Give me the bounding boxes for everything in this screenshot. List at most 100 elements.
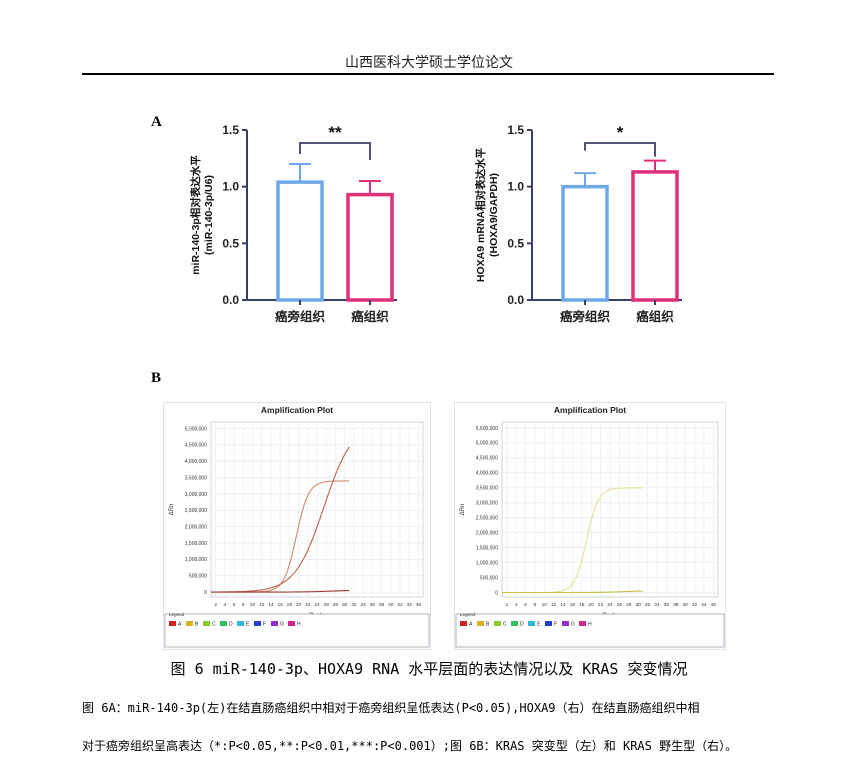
legend-label: C [212, 622, 216, 628]
x-tick-label: 12 [259, 602, 265, 608]
y-tick-label: 1.0 [222, 180, 239, 194]
x-tick-label: 22 [598, 602, 604, 608]
y-tick-label: 3,500,000 [185, 475, 207, 481]
legend-swatch-A [460, 621, 467, 626]
x-tick-label: 24 [607, 602, 613, 608]
legend-label: G [280, 622, 284, 628]
legend-label: B [486, 622, 490, 628]
x-tick-label: 22 [305, 602, 311, 608]
x-tick-label: 38 [673, 602, 679, 608]
y-tick-label: 1,000,000 [185, 557, 207, 563]
x-tick-label: 34 [360, 602, 366, 608]
y-axis-label: miR-140-3p相对表达水平 [189, 155, 202, 275]
legend-label: D [229, 622, 233, 628]
x-tick-label: 40 [388, 602, 394, 608]
y-axis-label: ΔRn [169, 504, 175, 516]
x-tick-label: 42 [397, 602, 403, 608]
x-tick-label: 2 [214, 602, 217, 608]
legend-label: H [588, 622, 592, 628]
legend-label: D [520, 622, 524, 628]
legend-label: F [263, 622, 266, 628]
legend-label: B [195, 622, 199, 628]
figure-caption-title: 图 6 miR-140-3p、HOXA9 RNA 水平层面的表达情况以及 KRA… [170, 660, 688, 678]
legend-swatch-B [186, 621, 193, 626]
category-label: 癌组织 [636, 309, 674, 324]
y-tick-label: 0.5 [222, 236, 239, 250]
x-tick-label: 2 [505, 602, 508, 608]
x-tick-label: 16 [570, 602, 576, 608]
y-tick-label: 2,000,000 [185, 524, 207, 530]
plot-title: Amplification Plot [554, 405, 626, 415]
y-tick-label: 0 [495, 590, 498, 596]
y-tick-label: 5,000,000 [476, 441, 498, 447]
x-tick-label: 38 [379, 602, 385, 608]
y-axis-sublabel: (HOXA9/GAPDH) [488, 173, 500, 257]
bar-chart-mir140: 0.0 0.5 1.0 1.5 miR-140-3p相对表达水平 (miR-140-3p/… [189, 123, 397, 324]
y-tick-label: 4,000,000 [476, 471, 498, 477]
y-tick-label: 4,000,000 [185, 459, 207, 465]
x-tick-label: 4 [515, 602, 518, 608]
legend-box [164, 613, 430, 648]
legend-swatch-F [254, 621, 261, 626]
amplification-curve-2 [211, 589, 350, 593]
y-tick-label: 500,000 [189, 574, 207, 580]
thesis-header: 山西医科大学硕士学位论文 [345, 55, 513, 71]
x-tick-label: 44 [407, 602, 413, 608]
x-tick-label: 20 [296, 602, 302, 608]
y-tick-label: 4,500,000 [476, 456, 498, 462]
y-tick-label: 2,500,000 [185, 508, 207, 514]
x-tick-label: 30 [342, 602, 348, 608]
x-tick-label: 36 [664, 602, 670, 608]
legend-swatch-D [511, 621, 518, 626]
bar-chart-hoxa9: 0.0 0.5 1.0 1.5 HOXA9 mRNA相对表达水平 (HOXA9/GAPDH… [474, 123, 682, 324]
y-axis-sublabel: (miR-140-3p/U6) [203, 175, 215, 255]
y-tick-label: 1.5 [507, 123, 524, 137]
category-label: 癌组织 [351, 309, 389, 324]
x-tick-label: 40 [682, 602, 688, 608]
x-tick-label: 36 [370, 602, 376, 608]
legend-swatch-C [203, 621, 210, 626]
y-tick-label: 1,000,000 [476, 560, 498, 566]
y-tick-label: 2,000,000 [476, 530, 498, 536]
significance-bracket [299, 142, 371, 160]
y-tick-label: 1,500,000 [185, 541, 207, 547]
legend-swatch-F [545, 621, 552, 626]
y-axis-label: ΔRn [460, 504, 466, 516]
x-tick-label: 10 [250, 602, 256, 608]
bar-1 [631, 170, 679, 302]
y-tick-label: 1.5 [222, 123, 239, 137]
legend-swatch-C [494, 621, 501, 626]
x-tick-label: 46 [416, 602, 422, 608]
legend-label: A [469, 622, 473, 628]
x-tick-label: 14 [560, 602, 566, 608]
legend-swatch-E [528, 621, 535, 626]
legend-box [455, 613, 725, 648]
category-label: 癌旁组织 [560, 309, 611, 324]
x-tick-label: 10 [542, 602, 548, 608]
x-tick-label: 44 [701, 602, 707, 608]
significance-marker: * [617, 123, 624, 142]
x-tick-label: 42 [692, 602, 698, 608]
y-tick-label: 5,000,000 [185, 426, 207, 432]
x-tick-label: 24 [314, 602, 320, 608]
x-tick-label: 6 [233, 602, 236, 608]
significance-marker: ** [328, 123, 342, 142]
x-tick-label: 8 [534, 602, 537, 608]
x-tick-label: 28 [333, 602, 339, 608]
x-tick-label: 14 [268, 602, 274, 608]
x-tick-label: 20 [589, 602, 595, 608]
x-tick-label: 32 [351, 602, 357, 608]
x-tick-label: 12 [551, 602, 557, 608]
legend-swatch-G [271, 621, 278, 626]
x-tick-label: 26 [324, 602, 330, 608]
y-tick-label: 3,000,000 [185, 492, 207, 498]
x-tick-label: 4 [223, 602, 226, 608]
legend-label: E [246, 622, 250, 628]
legend-title: Legend [460, 612, 476, 617]
header-rule [82, 73, 774, 75]
x-tick-label: 46 [711, 602, 717, 608]
y-tick-label: 1.0 [507, 180, 524, 194]
panel-label-a: A [151, 114, 162, 130]
x-tick-label: 26 [617, 602, 623, 608]
y-tick-label: 500,000 [480, 575, 498, 581]
